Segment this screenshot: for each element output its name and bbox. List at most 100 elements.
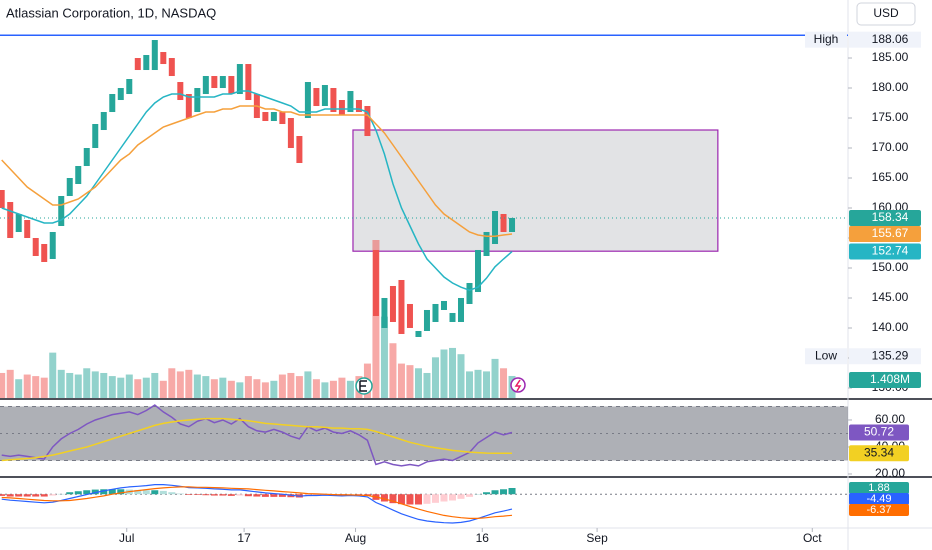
volume-bar — [414, 368, 422, 398]
macd-tag — [849, 482, 909, 494]
x-tick-label: Aug — [345, 531, 366, 545]
candle-body — [509, 217, 516, 232]
candle-body — [211, 76, 218, 89]
volume-bar — [406, 365, 414, 398]
high-value-bg — [849, 31, 921, 48]
event-glyph — [514, 379, 522, 392]
dividend-icon[interactable] — [510, 377, 526, 393]
volume-bar — [397, 363, 405, 398]
macd-histogram-bar — [159, 490, 167, 495]
candle-body — [143, 55, 150, 71]
rsi-value-label: 35.34 — [864, 445, 894, 459]
x-tick-label: 17 — [237, 531, 251, 545]
candle-body — [83, 148, 90, 167]
y-tick-label: 145.00 — [872, 290, 909, 304]
volume-bar — [66, 372, 74, 398]
volume-bar — [474, 369, 482, 398]
volume-bar — [151, 372, 159, 398]
macd-histogram-bar — [83, 490, 91, 495]
macd-histogram-bar — [168, 492, 176, 495]
volume-bar — [142, 377, 150, 398]
axis-value-label: 158.34 — [872, 210, 909, 224]
volume-bar — [287, 372, 295, 398]
event-circle[interactable] — [510, 377, 526, 393]
macd-value-label: -4.49 — [866, 493, 891, 505]
axis-value-label: 155.67 — [872, 226, 909, 240]
currency-label[interactable]: USD — [873, 6, 899, 20]
volume-bar — [304, 371, 312, 398]
moving-average — [1, 105, 513, 237]
volume-bar — [108, 376, 116, 398]
macd-histogram-bar — [142, 490, 150, 495]
volume-bar — [431, 357, 439, 398]
axis-value-label: 152.74 — [872, 244, 909, 258]
macd-histogram-bar — [483, 492, 491, 495]
currency-button[interactable] — [856, 2, 916, 26]
volume-bar — [466, 371, 474, 398]
candle-body — [500, 213, 507, 232]
candle-body — [466, 282, 473, 304]
macd-histogram-bar — [151, 490, 159, 495]
macd-histogram-bar — [219, 494, 227, 496]
volume-bar — [91, 371, 99, 398]
macd-histogram-bar — [474, 494, 482, 495]
volume-bar — [448, 347, 456, 398]
candle-body — [440, 300, 447, 310]
range-box — [352, 129, 719, 252]
macd-tag — [849, 504, 909, 516]
earnings-icon[interactable] — [355, 377, 373, 395]
candle-body — [100, 112, 107, 131]
macd-histogram-bar — [261, 494, 269, 497]
x-tick-label: Oct — [803, 531, 822, 545]
high-tag-bg — [805, 31, 847, 48]
volume-bar — [380, 316, 388, 398]
candle-body — [347, 91, 354, 113]
y-tick-label: 185.00 — [872, 50, 909, 64]
y-tick-label: 150.00 — [872, 260, 909, 274]
volume-bar — [244, 376, 252, 398]
macd-histogram-bar — [363, 494, 371, 496]
volume-bar — [483, 371, 491, 398]
macd-histogram-bar — [355, 494, 363, 495]
candle-body — [492, 210, 499, 244]
volume-bar — [440, 349, 448, 398]
candle-body — [406, 303, 413, 328]
candle-body — [415, 330, 422, 337]
y-tick-label: 140.00 — [872, 320, 909, 334]
volume-tag — [849, 372, 921, 388]
candle-body — [423, 309, 430, 331]
macd-histogram-bar — [508, 488, 516, 495]
axis-value-tag — [849, 243, 921, 260]
volume-bar — [346, 380, 354, 398]
macd-histogram-bar — [57, 493, 65, 495]
volume-bar — [389, 343, 397, 398]
candle-body — [151, 40, 158, 71]
macd-histogram-bar — [176, 493, 184, 495]
candle-body — [194, 88, 201, 113]
macd-histogram-bar — [491, 490, 499, 495]
volume-bar — [159, 380, 167, 398]
moving-average — [1, 90, 513, 291]
macd-histogram-bar — [278, 494, 286, 497]
volume-bar — [227, 380, 235, 398]
macd-histogram-bar — [253, 494, 261, 497]
volume-bar — [193, 374, 201, 398]
y-tick-label: 170.00 — [872, 140, 909, 154]
candle-body — [449, 312, 456, 322]
candle-body — [313, 88, 320, 107]
macd-histogram-bar — [466, 494, 474, 497]
candle-body — [66, 178, 73, 197]
rsi-line — [1, 417, 512, 462]
candle-body — [228, 76, 235, 95]
macd-histogram-bar — [117, 489, 125, 495]
macd-histogram-bar — [49, 494, 57, 496]
candle-body — [321, 85, 328, 107]
candle-body — [49, 231, 56, 259]
candle-body — [398, 279, 405, 334]
volume-bar — [134, 379, 142, 398]
rsi-value-label: 50.72 — [864, 425, 894, 439]
macd-histogram-bar — [380, 494, 388, 502]
candle-body — [457, 297, 464, 322]
